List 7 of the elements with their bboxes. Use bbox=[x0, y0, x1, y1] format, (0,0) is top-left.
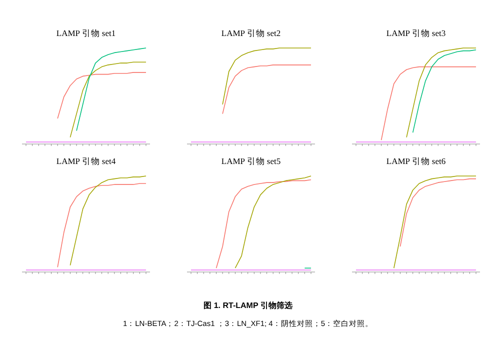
chart-title: LAMP 引物 set2 bbox=[221, 28, 281, 38]
text: 图 1. RT-LAMP 引物筛选 bbox=[204, 301, 292, 310]
chart-title: LAMP 引物 set6 bbox=[386, 156, 446, 166]
chart-title: LAMP 引物 set5 bbox=[221, 156, 281, 166]
chart-title: LAMP 引物 set4 bbox=[56, 156, 116, 166]
chart-title: LAMP 引物 set3 bbox=[386, 28, 446, 38]
chart-title: LAMP 引物 set1 bbox=[56, 28, 116, 38]
